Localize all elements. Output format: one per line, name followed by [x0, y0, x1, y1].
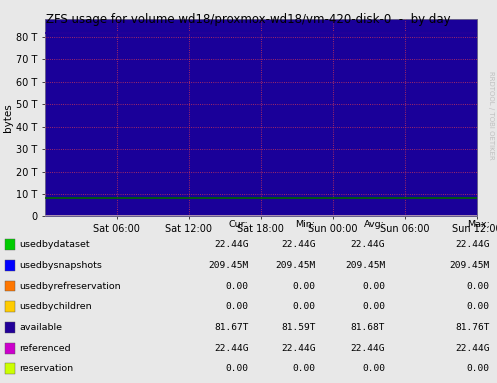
Text: 0.00: 0.00 — [293, 282, 316, 291]
Text: 209.45M: 209.45M — [449, 261, 490, 270]
Y-axis label: bytes: bytes — [3, 103, 13, 132]
Text: 0.00: 0.00 — [362, 364, 385, 373]
Text: Avg:: Avg: — [364, 219, 385, 229]
Text: 0.00: 0.00 — [467, 364, 490, 373]
Text: 22.44G: 22.44G — [214, 344, 248, 353]
Text: 0.00: 0.00 — [467, 302, 490, 311]
Text: 0.00: 0.00 — [226, 302, 248, 311]
Text: 81.67T: 81.67T — [214, 323, 248, 332]
Text: Cur:: Cur: — [229, 219, 248, 229]
Text: 22.44G: 22.44G — [351, 240, 385, 249]
Text: 0.00: 0.00 — [362, 282, 385, 291]
Text: 209.45M: 209.45M — [275, 261, 316, 270]
Text: 209.45M: 209.45M — [208, 261, 248, 270]
Text: Max:: Max: — [467, 219, 490, 229]
Text: 0.00: 0.00 — [362, 302, 385, 311]
Text: usedbyrefreservation: usedbyrefreservation — [19, 282, 120, 291]
Text: reservation: reservation — [19, 364, 73, 373]
Text: 0.00: 0.00 — [226, 364, 248, 373]
Text: 22.44G: 22.44G — [455, 344, 490, 353]
Text: 81.76T: 81.76T — [455, 323, 490, 332]
Text: ZFS usage for volume wd18/proxmox-wd18/vm-420-disk-0  -  by day: ZFS usage for volume wd18/proxmox-wd18/v… — [46, 13, 451, 26]
Text: 0.00: 0.00 — [467, 282, 490, 291]
Text: 81.68T: 81.68T — [351, 323, 385, 332]
Text: 0.00: 0.00 — [226, 282, 248, 291]
Text: available: available — [19, 323, 62, 332]
Text: 22.44G: 22.44G — [281, 240, 316, 249]
Text: RRDTOOL / TOBI OETIKER: RRDTOOL / TOBI OETIKER — [488, 70, 494, 159]
Text: 22.44G: 22.44G — [351, 344, 385, 353]
Text: 0.00: 0.00 — [293, 364, 316, 373]
Text: usedbysnapshots: usedbysnapshots — [19, 261, 102, 270]
Text: 22.44G: 22.44G — [214, 240, 248, 249]
Text: 0.00: 0.00 — [293, 302, 316, 311]
Text: 22.44G: 22.44G — [455, 240, 490, 249]
Text: referenced: referenced — [19, 344, 71, 353]
Text: 209.45M: 209.45M — [345, 261, 385, 270]
Text: Min:: Min: — [296, 219, 316, 229]
Text: usedbydataset: usedbydataset — [19, 240, 89, 249]
Text: 81.59T: 81.59T — [281, 323, 316, 332]
Text: 22.44G: 22.44G — [281, 344, 316, 353]
Text: usedbychildren: usedbychildren — [19, 302, 91, 311]
